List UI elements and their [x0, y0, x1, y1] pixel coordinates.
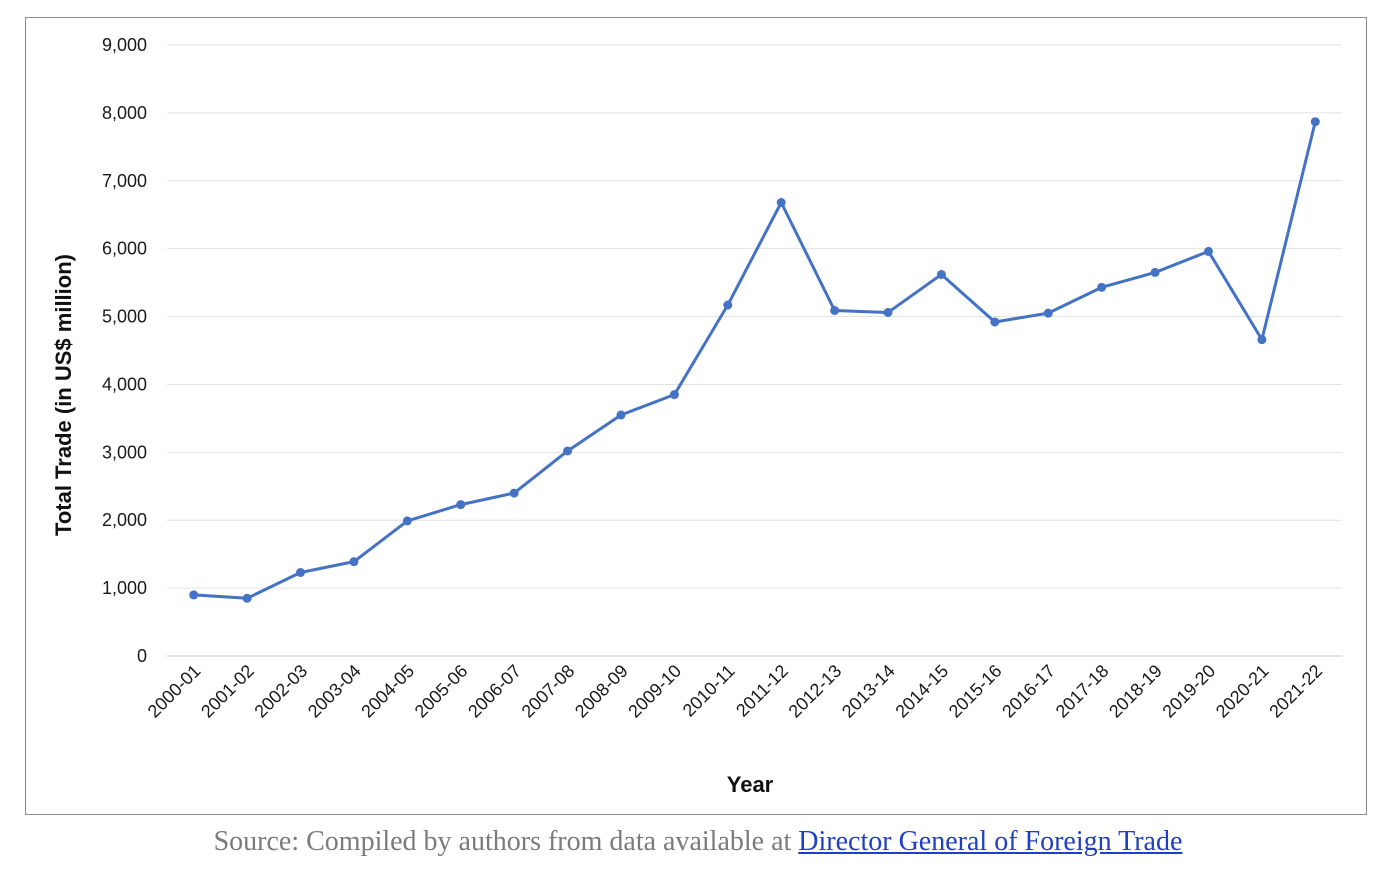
x-tick-label: 2000-01 — [144, 661, 205, 722]
y-tick-label: 9,000 — [102, 35, 147, 55]
x-tick-label: 2010-11 — [679, 661, 739, 721]
data-point — [509, 488, 519, 498]
y-tick-label: 6,000 — [102, 239, 147, 259]
data-point — [1043, 308, 1053, 318]
y-tick-label: 3,000 — [102, 442, 147, 462]
x-tick-label: 2001-02 — [197, 661, 258, 722]
x-tick-label: 2017-18 — [1052, 661, 1113, 722]
x-tick-label: 2012-13 — [785, 661, 846, 722]
data-point — [616, 410, 626, 420]
data-point — [349, 557, 359, 567]
x-tick-label: 2013-14 — [838, 661, 899, 722]
y-tick-label: 1,000 — [102, 578, 147, 598]
source-caption: Source: Compiled by authors from data av… — [0, 826, 1396, 858]
chart-frame — [25, 17, 1367, 815]
x-tick-label: 2015-16 — [945, 661, 1006, 722]
series-layer — [189, 117, 1320, 603]
data-point — [883, 307, 893, 317]
data-point — [189, 590, 199, 600]
grid-lines — [167, 44, 1342, 657]
x-tick-label: 2018-19 — [1105, 661, 1166, 722]
y-tick-label: 4,000 — [102, 374, 147, 394]
data-point — [1257, 335, 1267, 345]
x-axis-title: Year — [727, 772, 774, 797]
y-tick-label: 2,000 — [102, 510, 147, 530]
data-point — [1150, 267, 1160, 277]
series-line — [193, 121, 1317, 600]
x-tick-label: 2007-08 — [518, 661, 579, 722]
x-axis-ticks: 2000-012001-022002-032003-042004-052005-… — [144, 661, 1326, 722]
x-tick-label: 2014-15 — [891, 661, 952, 722]
data-point — [990, 317, 1000, 327]
data-point — [296, 567, 306, 577]
x-tick-label: 2016-17 — [998, 661, 1059, 722]
data-point — [936, 269, 946, 279]
x-tick-label: 2002-03 — [250, 661, 311, 722]
x-tick-label: 2003-04 — [304, 661, 365, 722]
y-tick-label: 7,000 — [102, 171, 147, 191]
x-tick-label: 2020-21 — [1212, 661, 1273, 722]
data-point — [723, 300, 733, 310]
x-tick-label: 2008-09 — [571, 661, 632, 722]
data-point — [563, 446, 573, 456]
x-tick-label: 2021-22 — [1265, 661, 1326, 722]
y-tick-label: 5,000 — [102, 307, 147, 327]
data-point — [669, 390, 679, 400]
data-point — [456, 500, 466, 510]
source-link[interactable]: Director General of Foreign Trade — [798, 826, 1183, 857]
data-point — [1097, 282, 1107, 292]
data-point — [830, 305, 840, 315]
x-tick-label: 2019-20 — [1158, 661, 1219, 722]
data-point — [776, 198, 786, 208]
x-tick-label: 2004-05 — [357, 661, 418, 722]
y-tick-label: 0 — [137, 646, 147, 666]
data-point — [1310, 117, 1320, 127]
y-tick-label: 8,000 — [102, 103, 147, 123]
y-axis-ticks: 0 1,000 2,000 3,000 4,000 5,000 6,000 7,000 8,00… — [102, 35, 147, 666]
x-tick-label: 2009-10 — [624, 661, 685, 722]
x-tick-label: 2011-12 — [732, 661, 792, 721]
y-axis-title: Total Trade (in US$ million) — [51, 254, 76, 536]
data-point — [402, 516, 412, 526]
source-text: Source: Compiled by authors from data av… — [213, 826, 799, 857]
data-point — [1203, 246, 1213, 256]
data-point — [242, 593, 252, 603]
x-tick-label: 2005-06 — [411, 661, 472, 722]
x-tick-label: 2006-07 — [464, 661, 525, 722]
